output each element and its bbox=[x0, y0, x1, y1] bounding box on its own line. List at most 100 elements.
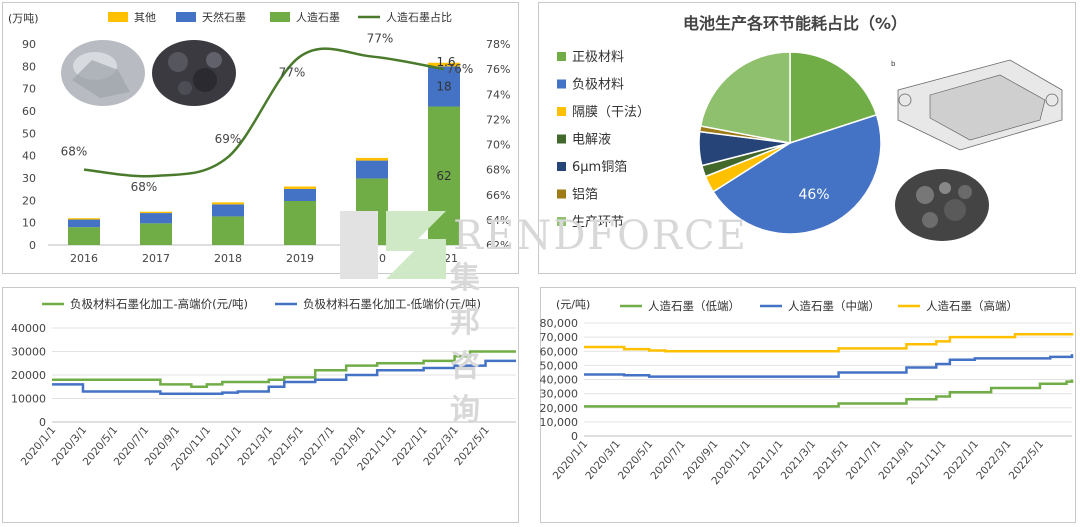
bar-data-label: 1.6 bbox=[436, 55, 455, 69]
x-tick-label: 2020 bbox=[358, 252, 386, 265]
pie-legend-swatch bbox=[557, 79, 566, 89]
y2-tick-label: 70% bbox=[486, 139, 510, 152]
pie-legend-swatch bbox=[557, 134, 566, 144]
y2-tick-label: 66% bbox=[486, 189, 510, 202]
y-tick-label: 70 bbox=[22, 83, 36, 96]
y-tick-label: 40,000 bbox=[540, 374, 579, 387]
y-tick-label: 80 bbox=[22, 60, 36, 73]
y-tick-label: 80,000 bbox=[540, 317, 579, 330]
graphite-flake-photo bbox=[61, 40, 145, 106]
y-tick-label: 30000 bbox=[11, 346, 46, 359]
legend-label: 天然石墨 bbox=[202, 10, 246, 24]
y-tick-label: 60,000 bbox=[540, 345, 579, 358]
graphitization-price-panel bbox=[2, 287, 519, 523]
y-tick-label: 70,000 bbox=[540, 331, 579, 344]
pie-legend-label: 隔膜（干法） bbox=[572, 105, 650, 120]
bar bbox=[284, 188, 316, 202]
x-tick-label: 2021 bbox=[430, 252, 458, 265]
y2-tick-label: 76% bbox=[486, 63, 510, 76]
y-tick-label: 0 bbox=[571, 430, 578, 443]
pie-slice bbox=[699, 51, 791, 144]
legend-swatch bbox=[270, 12, 290, 22]
price-line bbox=[52, 359, 516, 396]
pie-legend-label: 电解液 bbox=[572, 133, 611, 148]
y2-tick-label: 64% bbox=[486, 214, 510, 227]
bar bbox=[356, 178, 388, 245]
y-tick-label: 0 bbox=[39, 416, 46, 429]
graphite-sem-photo bbox=[895, 169, 989, 241]
y-tick-label: 40 bbox=[22, 150, 36, 163]
bar bbox=[428, 66, 460, 107]
y2-tick-label: 62% bbox=[486, 239, 510, 252]
y-tick-label: 0 bbox=[29, 239, 36, 252]
y-tick-label: 20 bbox=[22, 194, 36, 207]
bar bbox=[68, 218, 100, 220]
y-tick-label: 10,000 bbox=[540, 416, 579, 429]
pie-legend-swatch bbox=[557, 162, 566, 171]
pie-legend-label: 正极材料 bbox=[572, 50, 624, 65]
bar bbox=[140, 223, 172, 245]
legend-label: 人造石墨（高端） bbox=[926, 299, 1018, 313]
bar bbox=[212, 216, 244, 245]
diagram-label-b: b bbox=[891, 60, 896, 68]
pie-legend-swatch bbox=[557, 189, 566, 199]
y-tick-label: 90 bbox=[22, 38, 36, 51]
line-data-label: 68% bbox=[61, 145, 88, 159]
x-tick-label: 2022/5/1 bbox=[1007, 438, 1047, 482]
y-tick-label: 20000 bbox=[11, 369, 46, 382]
bar bbox=[356, 157, 388, 161]
price-line bbox=[584, 354, 1074, 378]
line-data-label: 77% bbox=[279, 66, 306, 80]
bar-data-label: 62 bbox=[436, 169, 451, 183]
pie-legend-label: 铝箔 bbox=[572, 187, 598, 203]
legend-label: 负极材料石墨化加工-高端价(元/吨) bbox=[70, 297, 248, 311]
y2-tick-label: 72% bbox=[486, 113, 510, 126]
pie-slice bbox=[712, 113, 882, 235]
y2-tick-label: 74% bbox=[486, 88, 510, 101]
y-axis-title: (万吨) bbox=[8, 12, 39, 25]
share-line bbox=[83, 47, 445, 178]
legend-swatch bbox=[108, 12, 128, 22]
bar bbox=[284, 201, 316, 245]
y-tick-label: 30,000 bbox=[540, 388, 579, 401]
bar bbox=[140, 213, 172, 224]
bar bbox=[356, 160, 388, 179]
y-tick-label: 50 bbox=[22, 127, 36, 140]
graphitization-diagram: b bbox=[888, 56, 1068, 166]
legend-label: 人造石墨（低端） bbox=[648, 299, 740, 313]
legend-label: 负极材料石墨化加工-低端价(元/吨) bbox=[303, 297, 481, 311]
bar bbox=[284, 186, 316, 189]
pie-legend-label: 负极材料 bbox=[572, 78, 624, 93]
bar bbox=[140, 211, 172, 214]
y-tick-label: 50,000 bbox=[540, 359, 579, 372]
bar bbox=[68, 227, 100, 245]
line-data-label: 68% bbox=[131, 180, 158, 194]
bar bbox=[212, 204, 244, 217]
legend-label: 其他 bbox=[134, 11, 156, 24]
x-tick-label: 2017 bbox=[142, 252, 170, 265]
x-tick-label: 2019 bbox=[286, 252, 314, 265]
pie-legend-label: 生产环节 bbox=[572, 215, 624, 230]
y2-tick-label: 68% bbox=[486, 164, 510, 177]
line-data-label: 69% bbox=[215, 132, 242, 146]
pie-legend-swatch bbox=[557, 217, 566, 226]
line-data-label: 77% bbox=[367, 32, 394, 46]
y-tick-label: 60 bbox=[22, 105, 36, 118]
y-tick-label: 10 bbox=[22, 217, 36, 230]
line-data-label: 76% bbox=[447, 62, 474, 76]
legend-swatch bbox=[176, 12, 196, 22]
legend-label: 人造石墨（中端） bbox=[788, 299, 880, 313]
price-line bbox=[52, 350, 516, 388]
legend-label: 人造石墨占比 bbox=[386, 10, 452, 24]
x-tick-label: 2018 bbox=[214, 252, 242, 265]
pie-legend-swatch bbox=[557, 52, 566, 61]
pie-title: 电池生产各环节能耗占比（%） bbox=[683, 14, 907, 33]
artificial-graphite-price-panel bbox=[540, 287, 1076, 523]
graphite-lump-photo bbox=[152, 40, 236, 106]
y-tick-label: 40000 bbox=[11, 322, 46, 335]
legend-label: 人造石墨 bbox=[296, 10, 340, 24]
y-tick-label: 30 bbox=[22, 172, 36, 185]
pie-legend-swatch bbox=[557, 107, 566, 116]
pie-slice bbox=[789, 51, 878, 145]
